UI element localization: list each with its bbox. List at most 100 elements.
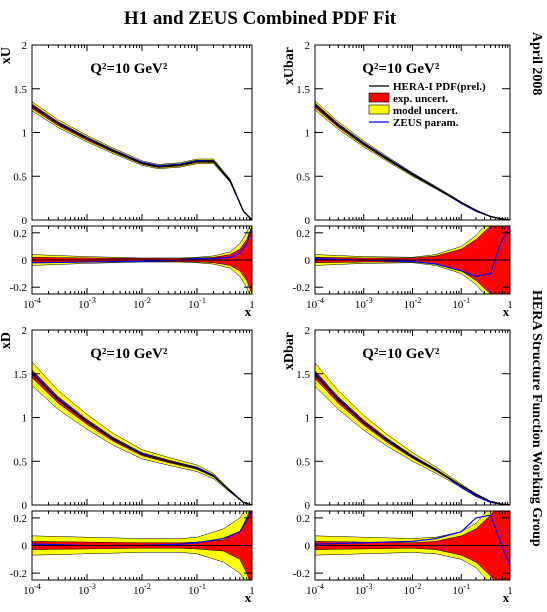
- y-tick-label: -0.2: [293, 568, 310, 580]
- y-tick-label: 0.2: [13, 513, 27, 525]
- legend-swatch-box: [368, 104, 390, 115]
- x-tick-label: 10-3: [355, 296, 373, 311]
- q2-annotation: Q²=10 GeV²: [362, 61, 440, 77]
- x-tick-label: 1: [507, 585, 513, 597]
- y-tick-label: 0.2: [296, 513, 310, 525]
- plot-area: [32, 511, 252, 580]
- exp-uncert-band: [32, 369, 252, 505]
- q2-annotation: Q²=10 GeV²: [90, 61, 168, 77]
- y-tick-label: 0.5: [13, 171, 27, 183]
- y-tick-label: 1.5: [13, 369, 27, 381]
- panel-xD: Q²=10 GeV² xD 0 0.5 1 1.5 2: [0, 325, 253, 512]
- y-tick-label: 1.5: [296, 369, 310, 381]
- y-axis-label: xD: [0, 332, 14, 349]
- figure-title: H1 and ZEUS Combined PDF Fit: [124, 8, 397, 29]
- legend-label: model uncert.: [393, 105, 458, 117]
- x-tick-label: 1: [249, 299, 255, 311]
- q2-annotation: Q²=10 GeV²: [362, 346, 440, 362]
- y-tick-label: 0.5: [296, 456, 310, 468]
- hera-central-line: [32, 105, 252, 220]
- panel-xU-ratio: 10-4 10-3 10-2 10-1 1 -0.2 0 0.2 x: [10, 225, 255, 319]
- x-tick-label: 10-4: [23, 296, 41, 311]
- panel-xUbar: Q²=10 GeV² xUbar 0 0.5 1 1.5 2: [282, 40, 511, 227]
- y-tick-label: 0: [305, 541, 311, 553]
- y-tick-label: 1: [305, 413, 311, 425]
- y-tick-label: 0: [305, 215, 311, 227]
- plot-area: [32, 226, 252, 294]
- y-tick-label: 2: [305, 325, 311, 337]
- x-tick-label: 10-4: [306, 296, 324, 311]
- x-axis-label: x: [503, 590, 510, 605]
- y-tick-label: 0.2: [13, 228, 27, 240]
- y-axis-label: xU: [0, 47, 14, 64]
- y-tick-label: -0.2: [10, 568, 27, 580]
- x-axis-label: x: [245, 304, 252, 319]
- y-tick-label: 1.5: [13, 84, 27, 96]
- x-tick-label: 10-4: [306, 582, 324, 597]
- panels: Q²=10 GeV² xU 0 0.5 1 1.5 2 Q²=10 GeV² xUbar 0 0.5…: [0, 40, 513, 605]
- x-tick-label: 10-1: [452, 582, 470, 597]
- y-tick-label: 0: [22, 541, 28, 553]
- plot-area: [315, 362, 510, 505]
- x-tick-label: 1: [249, 585, 255, 597]
- model-uncert-band: [32, 361, 252, 505]
- plot-area: [32, 361, 252, 505]
- x-tick-label: 10-1: [188, 582, 206, 597]
- zeus-param-line: [315, 372, 510, 505]
- legend-label: HERA-I PDF(prel.): [393, 81, 486, 93]
- model-uncert-band: [32, 101, 252, 220]
- x-tick-label: 10-1: [188, 296, 206, 311]
- plot-area: [32, 101, 252, 220]
- x-tick-label: 1: [507, 299, 513, 311]
- y-tick-label: 0.5: [13, 456, 27, 468]
- model-uncert-band: [315, 362, 510, 505]
- y-tick-label: -0.2: [293, 282, 310, 294]
- x-tick-label: 10-1: [452, 296, 470, 311]
- x-axis-label: x: [503, 304, 510, 319]
- y-tick-label: 0: [305, 500, 311, 512]
- y-axis-label: xUbar: [282, 47, 297, 85]
- y-tick-label: -0.2: [10, 282, 27, 294]
- panel-xDbar-ratio: 10-4 10-3 10-2 10-1 1 -0.2 0 0.2 x: [293, 510, 513, 605]
- y-tick-label: 1: [305, 128, 311, 140]
- legend-swatch-box: [368, 92, 390, 103]
- x-tick-label: 10-2: [404, 582, 422, 597]
- y-tick-label: 2: [305, 40, 311, 52]
- side-group: HERA Structure Function Working Group: [529, 290, 544, 547]
- y-tick-label: 1: [22, 128, 28, 140]
- y-tick-label: 0: [22, 500, 28, 512]
- y-axis-label: xDbar: [282, 332, 297, 370]
- plot-area: [315, 511, 510, 580]
- legend-label: ZEUS param.: [393, 117, 459, 129]
- zeus-ratio-line: [315, 514, 510, 567]
- legend: HERA-I PDF(prel.)exp. uncert.model uncer…: [368, 81, 486, 129]
- y-tick-label: 1.5: [296, 84, 310, 96]
- hera-central-line: [315, 104, 510, 220]
- zeus-ratio-line: [32, 226, 252, 264]
- x-tick-label: 10-2: [133, 582, 151, 597]
- y-tick-label: 0.5: [296, 171, 310, 183]
- y-tick-label: 2: [22, 40, 28, 52]
- y-tick-label: 1: [22, 413, 28, 425]
- plot-area: [315, 226, 510, 294]
- q2-annotation: Q²=10 GeV²: [90, 346, 168, 362]
- side-date: April 2008: [529, 32, 544, 95]
- y-tick-label: 0: [305, 255, 311, 267]
- x-tick-label: 10-4: [23, 582, 41, 597]
- x-tick-label: 10-3: [78, 296, 96, 311]
- y-tick-label: 0: [22, 255, 28, 267]
- panel-xUbar-ratio: 10-4 10-3 10-2 10-1 1 -0.2 0 0.2 x: [293, 225, 513, 319]
- panel-xU: Q²=10 GeV² xU 0 0.5 1 1.5 2: [0, 40, 253, 227]
- hera-central-line: [32, 373, 252, 505]
- panel-xDbar: Q²=10 GeV² xDbar 0 0.5 1 1.5 2: [282, 325, 511, 512]
- hera-central-line: [315, 374, 510, 505]
- x-tick-label: 10-2: [133, 296, 151, 311]
- x-axis-label: x: [245, 590, 252, 605]
- y-tick-label: 0: [22, 215, 28, 227]
- y-tick-label: 0.2: [296, 228, 310, 240]
- x-tick-label: 10-3: [355, 582, 373, 597]
- x-tick-label: 10-2: [404, 296, 422, 311]
- zeus-param-line: [32, 371, 252, 505]
- exp-uncert-band: [315, 370, 510, 505]
